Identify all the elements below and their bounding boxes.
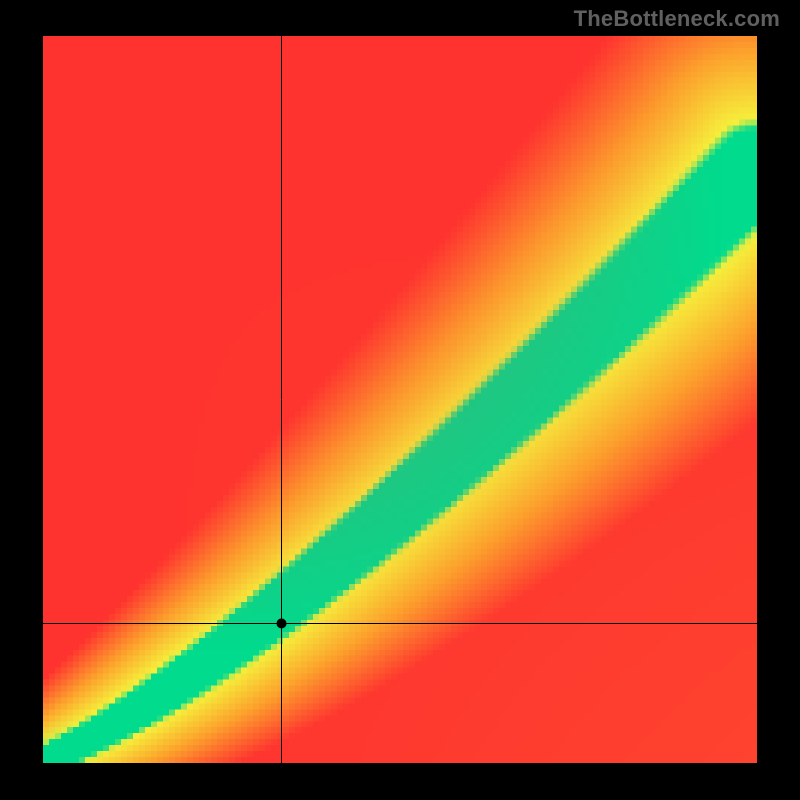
- chart-frame: [0, 0, 800, 800]
- heatmap-plot: [43, 36, 757, 763]
- crosshair-overlay: [43, 36, 757, 763]
- watermark-text: TheBottleneck.com: [574, 6, 780, 32]
